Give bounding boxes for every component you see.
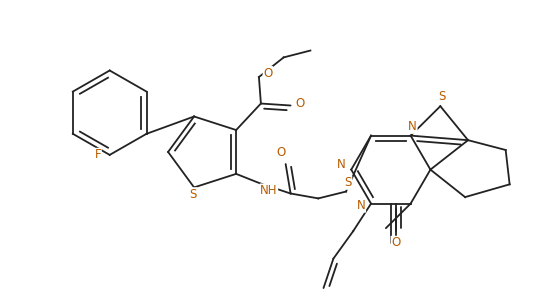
Text: O: O [263,67,273,80]
Text: N: N [357,199,365,212]
Text: O: O [296,97,305,110]
Text: O: O [391,237,400,249]
Text: S: S [344,176,352,189]
Text: N: N [408,120,417,133]
Text: NH: NH [260,184,278,197]
Text: F: F [94,148,101,161]
Text: O: O [276,146,285,159]
Text: N: N [337,158,346,171]
Text: S: S [439,90,446,103]
Text: S: S [189,188,197,201]
